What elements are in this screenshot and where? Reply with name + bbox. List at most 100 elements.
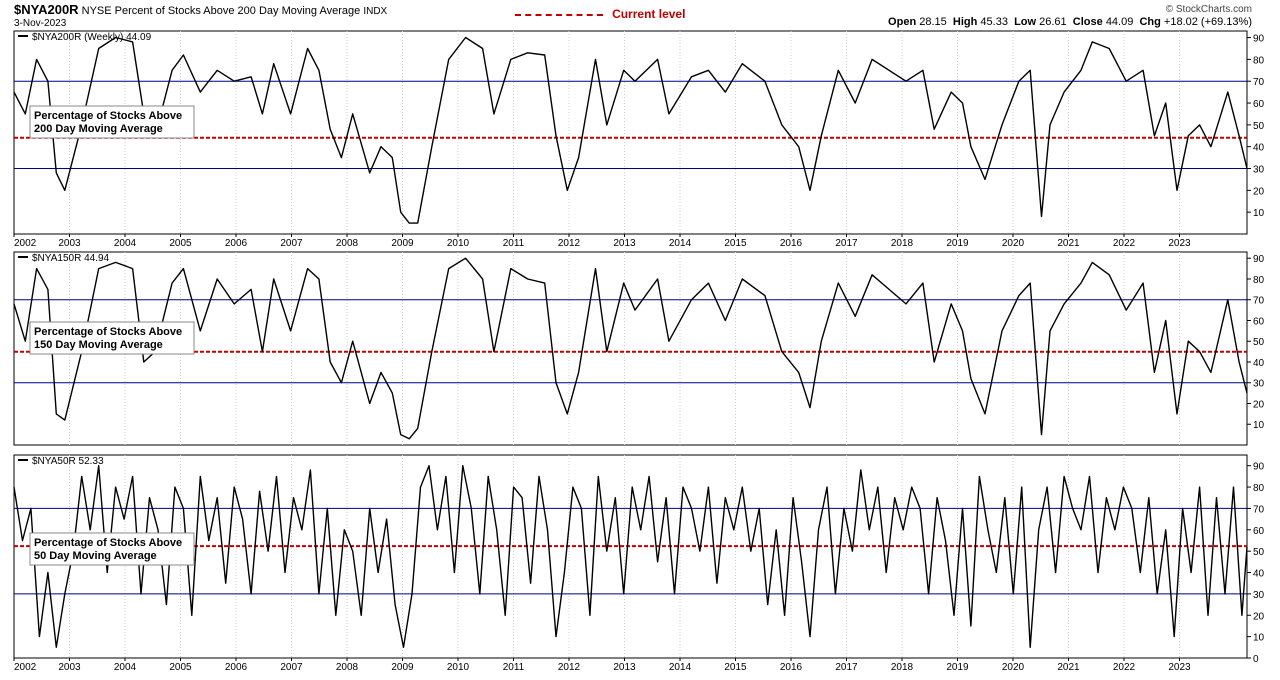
close-value: 44.09: [1105, 16, 1134, 28]
panel-3-y-tick-label: 40: [1253, 569, 1265, 580]
panel-3-x-tick-label: 2015: [724, 662, 747, 673]
panel-2-annotation-box: [29, 321, 195, 355]
panel-1-x-tick-label: 2006: [225, 238, 248, 249]
chart-description: NYSE Percent of Stocks Above 200 Day Mov…: [81, 5, 361, 17]
panel-3-y-tick-label: 90: [1253, 462, 1265, 473]
panel-1-series-line: [13, 36, 1248, 224]
panel-1-x-tick-label: 2010: [447, 238, 470, 249]
panel-1-title: $NYA200R (Weekly) 44.09: [32, 32, 152, 43]
panel-2-y-tick-label: 10: [1253, 420, 1265, 431]
panel-1-x-tick-label: 2021: [1057, 238, 1080, 249]
panel-1-x-tick-label: 2007: [280, 238, 303, 249]
open-value: 28.15: [919, 16, 947, 28]
exchange-label: INDX: [363, 6, 388, 17]
panel-3-x-tick-label: 2003: [58, 662, 81, 673]
panel-2-y-tick-label: 90: [1253, 254, 1265, 265]
panel-1-x-tick-label: 2018: [891, 238, 914, 249]
panel-2-annotation-line: 150 Day Moving Average: [34, 339, 163, 351]
panel-1-y-tick-label: 10: [1253, 208, 1265, 219]
panel-2-title: $NYA150R 44.94: [32, 253, 110, 264]
low-label: Low: [1014, 16, 1037, 28]
panel-3-x-tick-label: 2012: [558, 662, 581, 673]
panel-3-x-tick-label: 2020: [1002, 662, 1025, 673]
panel-1-x-tick-label: 2020: [1002, 238, 1025, 249]
panel-3-x-tick-label: 2006: [225, 662, 248, 673]
panel-2-annotation-line: Percentage of Stocks Above: [34, 326, 182, 338]
chg-value: +18.02 (+69.13%): [1163, 16, 1252, 28]
panel-1-y-tick-label: 80: [1253, 55, 1265, 66]
panel-1-x-tick-label: 2009: [391, 238, 414, 249]
panel-1-x-tick-label: 2008: [336, 238, 359, 249]
panel-3-x-tick-label: 2011: [503, 662, 525, 673]
panel-3-y-tick-label: 70: [1253, 504, 1265, 515]
panel-3-y-tick-label: 20: [1253, 611, 1265, 622]
panel-3-y-tick-label: 30: [1253, 590, 1265, 601]
current-level-legend-swatch: [515, 14, 603, 17]
panel-2-y-tick-label: 60: [1253, 316, 1265, 327]
panel-3-x-tick-label: 2004: [114, 662, 137, 673]
panel-3-x-tick-label: 2005: [169, 662, 192, 673]
panel-1-x-tick-label: 2022: [1113, 238, 1136, 249]
panel-1-x-tick-label: 2002: [14, 238, 37, 249]
panel-3-x-tick-label: 2010: [447, 662, 470, 673]
panel-3-y-tick-label: 10: [1253, 633, 1265, 644]
watermark: © StockCharts.com: [1165, 4, 1252, 15]
panel-1-y-tick-label: 70: [1253, 77, 1265, 88]
panel-3-annotation-line: 50 Day Moving Average: [34, 550, 157, 562]
panel-2-frame: [13, 251, 1248, 446]
chart-header: $NYA200R NYSE Percent of Stocks Above 20…: [14, 3, 387, 18]
current-level-legend: Current level: [515, 8, 685, 22]
panel-2-series-line: [13, 257, 1248, 440]
panel-3-y-tick-label: 80: [1253, 483, 1265, 494]
panel-1-annotation-line: Percentage of Stocks Above: [34, 110, 182, 122]
ohlc-readout: Open 28.15 High 45.33 Low 26.61 Close 44…: [888, 16, 1252, 29]
panel-3-annotation-line: Percentage of Stocks Above: [34, 537, 182, 549]
panel-1-x-tick-label: 2017: [835, 238, 858, 249]
panel-3-x-tick-label: 2023: [1168, 662, 1191, 673]
panel-3-title: $NYA50R 52.33: [32, 456, 104, 467]
panel-1-y-tick-label: 30: [1253, 165, 1265, 176]
panel-1-x-tick-label: 2023: [1168, 238, 1191, 249]
panel-3-x-tick-label: 2009: [391, 662, 414, 673]
panel-3-x-tick-label: 2018: [891, 662, 914, 673]
panel-3-annotation-box: [29, 532, 195, 566]
chart-date: 3-Nov-2023: [14, 18, 67, 29]
panel-3-frame: [13, 454, 1248, 659]
panel-3-series-line: [13, 465, 1248, 648]
panel-2-y-tick-label: 40: [1253, 358, 1265, 369]
panel-1-x-tick-label: 2016: [780, 238, 803, 249]
panel-3-x-tick-label: 2021: [1057, 662, 1080, 673]
panel-3-x-tick-label: 2016: [780, 662, 803, 673]
high-value: 45.33: [980, 16, 1008, 28]
panel-3-y-tick-label: 0: [1253, 654, 1259, 665]
close-label: Close: [1072, 16, 1103, 28]
panel-1-x-tick-label: 2014: [669, 238, 692, 249]
panel-1-annotation-box: [29, 105, 195, 139]
panel-3-x-tick-label: 2019: [946, 662, 969, 673]
symbol: $NYA200R: [14, 2, 79, 17]
panel-1-x-tick-label: 2003: [58, 238, 81, 249]
panel-3-x-tick-label: 2017: [835, 662, 858, 673]
panel-3-x-tick-label: 2014: [669, 662, 692, 673]
panel-2-y-tick-label: 20: [1253, 399, 1265, 410]
high-label: High: [952, 16, 978, 28]
panel-3-x-tick-label: 2022: [1113, 662, 1136, 673]
panel-1-x-tick-label: 2005: [169, 238, 192, 249]
panel-1-annotation-line: 200 Day Moving Average: [34, 123, 163, 135]
panel-1-y-tick-label: 50: [1253, 121, 1265, 132]
chg-label: Chg: [1139, 16, 1161, 28]
panel-1-x-tick-label: 2013: [613, 238, 636, 249]
panel-1-frame: [13, 30, 1248, 235]
panel-3-x-tick-label: 2013: [613, 662, 636, 673]
panel-2-y-tick-label: 50: [1253, 337, 1265, 348]
panel-3-y-tick-label: 60: [1253, 526, 1265, 537]
panel-1-x-tick-label: 2019: [946, 238, 969, 249]
panel-3-y-tick-label: 50: [1253, 547, 1265, 558]
open-label: Open: [888, 16, 917, 28]
panel-1-x-tick-label: 2004: [114, 238, 137, 249]
panel-2-y-tick-label: 80: [1253, 275, 1265, 286]
panel-1-x-tick-label: 2012: [558, 238, 581, 249]
panel-1-x-tick-label: 2015: [724, 238, 747, 249]
